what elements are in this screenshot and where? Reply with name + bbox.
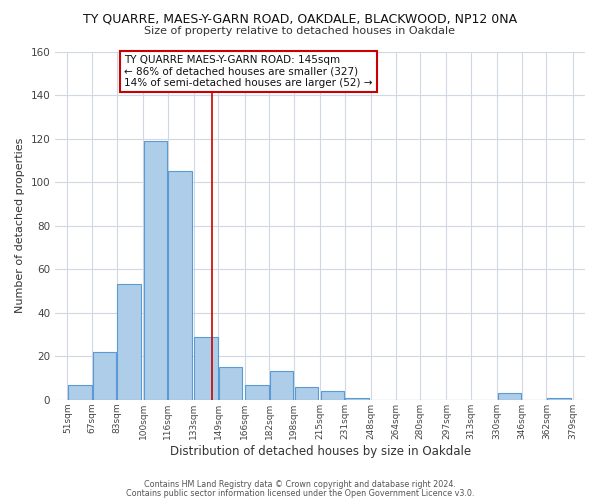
- Bar: [498, 394, 521, 400]
- Text: TY QUARRE, MAES-Y-GARN ROAD, OAKDALE, BLACKWOOD, NP12 0NA: TY QUARRE, MAES-Y-GARN ROAD, OAKDALE, BL…: [83, 12, 517, 26]
- Bar: [547, 398, 571, 400]
- Bar: [320, 391, 344, 400]
- Bar: [270, 372, 293, 400]
- Bar: [168, 171, 191, 400]
- Text: TY QUARRE MAES-Y-GARN ROAD: 145sqm
← 86% of detached houses are smaller (327)
14: TY QUARRE MAES-Y-GARN ROAD: 145sqm ← 86%…: [124, 55, 373, 88]
- Bar: [245, 384, 269, 400]
- Bar: [295, 386, 318, 400]
- Text: Size of property relative to detached houses in Oakdale: Size of property relative to detached ho…: [145, 26, 455, 36]
- Y-axis label: Number of detached properties: Number of detached properties: [15, 138, 25, 314]
- Bar: [346, 398, 369, 400]
- Text: Contains public sector information licensed under the Open Government Licence v3: Contains public sector information licen…: [126, 488, 474, 498]
- Bar: [143, 140, 167, 400]
- X-axis label: Distribution of detached houses by size in Oakdale: Distribution of detached houses by size …: [170, 444, 470, 458]
- Bar: [93, 352, 116, 400]
- Bar: [194, 336, 218, 400]
- Bar: [118, 284, 141, 400]
- Bar: [219, 367, 242, 400]
- Bar: [68, 384, 92, 400]
- Text: Contains HM Land Registry data © Crown copyright and database right 2024.: Contains HM Land Registry data © Crown c…: [144, 480, 456, 489]
